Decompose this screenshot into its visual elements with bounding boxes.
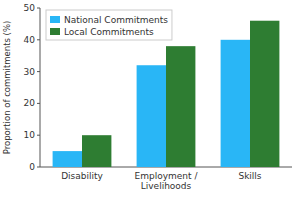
bar <box>53 151 82 167</box>
x-tick-label-line: Employment / <box>135 171 199 181</box>
x-tick-label: Skills <box>238 171 261 181</box>
bars <box>53 21 280 167</box>
bar <box>82 135 111 167</box>
legend-label: National Commitments <box>64 15 168 25</box>
bar <box>166 46 195 167</box>
legend-frame <box>46 10 172 40</box>
y-axis-label: Proportion of commitments (%) <box>2 21 12 155</box>
y-tick-label: 20 <box>24 98 36 108</box>
x-tick-label-line: Livelihoods <box>141 181 192 191</box>
y-tick-label: 30 <box>24 67 36 77</box>
legend-swatch <box>50 28 60 35</box>
legend-swatch <box>50 16 60 23</box>
bar <box>137 65 166 167</box>
y-axis: 0 10 20 30 40 50 <box>24 3 40 172</box>
x-tick-label-line: Skills <box>238 171 261 181</box>
x-tick-label-line: Disability <box>61 171 103 181</box>
y-axis-line <box>40 8 41 167</box>
legend: National Commitments Local Commitments <box>46 10 172 40</box>
chart: 0 10 20 30 40 50 Proportion of commitments (%)… <box>0 0 300 197</box>
y-tick-label: 50 <box>24 3 36 13</box>
y-tick-label: 40 <box>24 35 36 45</box>
legend-label: Local Commitments <box>64 27 154 37</box>
bar <box>221 40 250 167</box>
x-tick-label: Disability <box>61 171 103 181</box>
y-tick-label: 0 <box>29 162 35 172</box>
x-tick-label: Employment /Livelihoods <box>135 171 199 191</box>
bar <box>250 21 279 167</box>
y-tick-label: 10 <box>24 130 36 140</box>
